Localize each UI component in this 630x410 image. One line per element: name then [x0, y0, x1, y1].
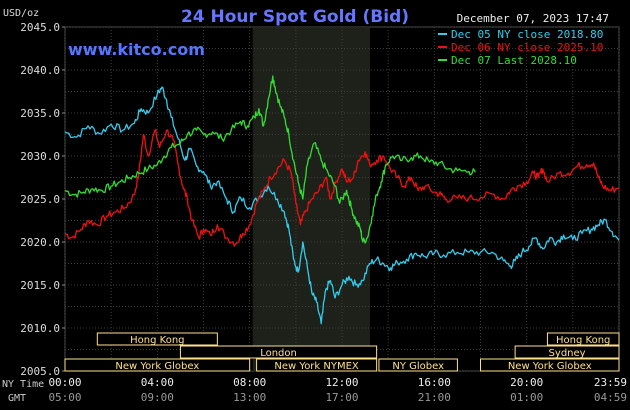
y-axis: 2045.0 2040.0 2035.0 2030.0 2025.0 2020.0 2015… [20, 21, 65, 378]
y-tick-label: 2010.0 [20, 322, 60, 335]
ny-tick-label: 04:00 [141, 376, 174, 389]
y-tick-label: 2015.0 [20, 279, 60, 292]
y-tick-label: 2025.0 [20, 193, 60, 206]
gmt-tick-label: 13:00 [233, 391, 266, 404]
session-box [514, 345, 620, 359]
gmt-label: GMT [8, 393, 26, 404]
series-line-3 [64, 75, 476, 244]
session-box [256, 358, 378, 372]
session-box [546, 332, 620, 346]
y-tick-label: 2020.0 [20, 236, 60, 249]
y-tick-label: 2045.0 [20, 21, 60, 34]
y-tick-label: 2040.0 [20, 64, 60, 77]
session-label: Hong Kong [556, 335, 610, 346]
y-tick-label: 2005.0 [20, 365, 60, 378]
ny-tick-label: 08:00 [233, 376, 266, 389]
session-box [179, 345, 378, 359]
ny-tick-label: 20:00 [510, 376, 543, 389]
website-label: www.kitco.com [68, 40, 205, 59]
ny-tick-label: 23:59 [594, 376, 627, 389]
ny-tick-label: 12:00 [325, 376, 358, 389]
legend-label: Dec 05 NY close 2018.80 [451, 28, 603, 41]
session-label: NY Globex [392, 361, 444, 372]
date-time: December 07, 2023 17:47 [457, 12, 609, 25]
session-label: New York NYMEX [274, 361, 359, 372]
price-series [64, 75, 620, 325]
session-box [480, 358, 620, 372]
session-box [378, 358, 458, 372]
series-line-1 [64, 86, 620, 325]
y-tick-label: 2030.0 [20, 150, 60, 163]
ny-tick-label: 16:00 [418, 376, 451, 389]
y-tick-label: 2035.0 [20, 107, 60, 120]
gmt-tick-label: 17:00 [325, 391, 358, 404]
market-sessions: Hong Kong Hong Kong London Sydney New York G… [64, 332, 620, 372]
gmt-tick-label: 01:00 [510, 391, 543, 404]
gmt-tick-label: 05:00 [48, 391, 81, 404]
chart-title: 24 Hour Spot Gold (Bid) [181, 7, 409, 27]
session-label: New York Globex [508, 361, 592, 372]
legend-label: Dec 06 NY close 2025.10 [451, 41, 603, 54]
unit-label: USD/oz [3, 8, 39, 19]
gmt-tick-label: 21:00 [418, 391, 451, 404]
session-label: New York Globex [115, 361, 199, 372]
ny-tick-label: 00:00 [48, 376, 81, 389]
legend-label: Dec 07 Last 2028.10 [451, 54, 577, 67]
session-label: Hong Kong [130, 335, 184, 346]
session-box [96, 332, 218, 346]
session-box [64, 358, 251, 372]
session-label: Sydney [549, 348, 586, 359]
gmt-tick-label: 04:59 [594, 391, 627, 404]
time-axis: NY Time GMT 00:00 05:00 04:00 09:00 08:00 13:00… [2, 376, 627, 404]
ny-time-label: NY Time [2, 379, 44, 390]
series-line-2 [64, 128, 620, 247]
gmt-tick-label: 09:00 [141, 391, 174, 404]
session-label: London [260, 348, 297, 359]
